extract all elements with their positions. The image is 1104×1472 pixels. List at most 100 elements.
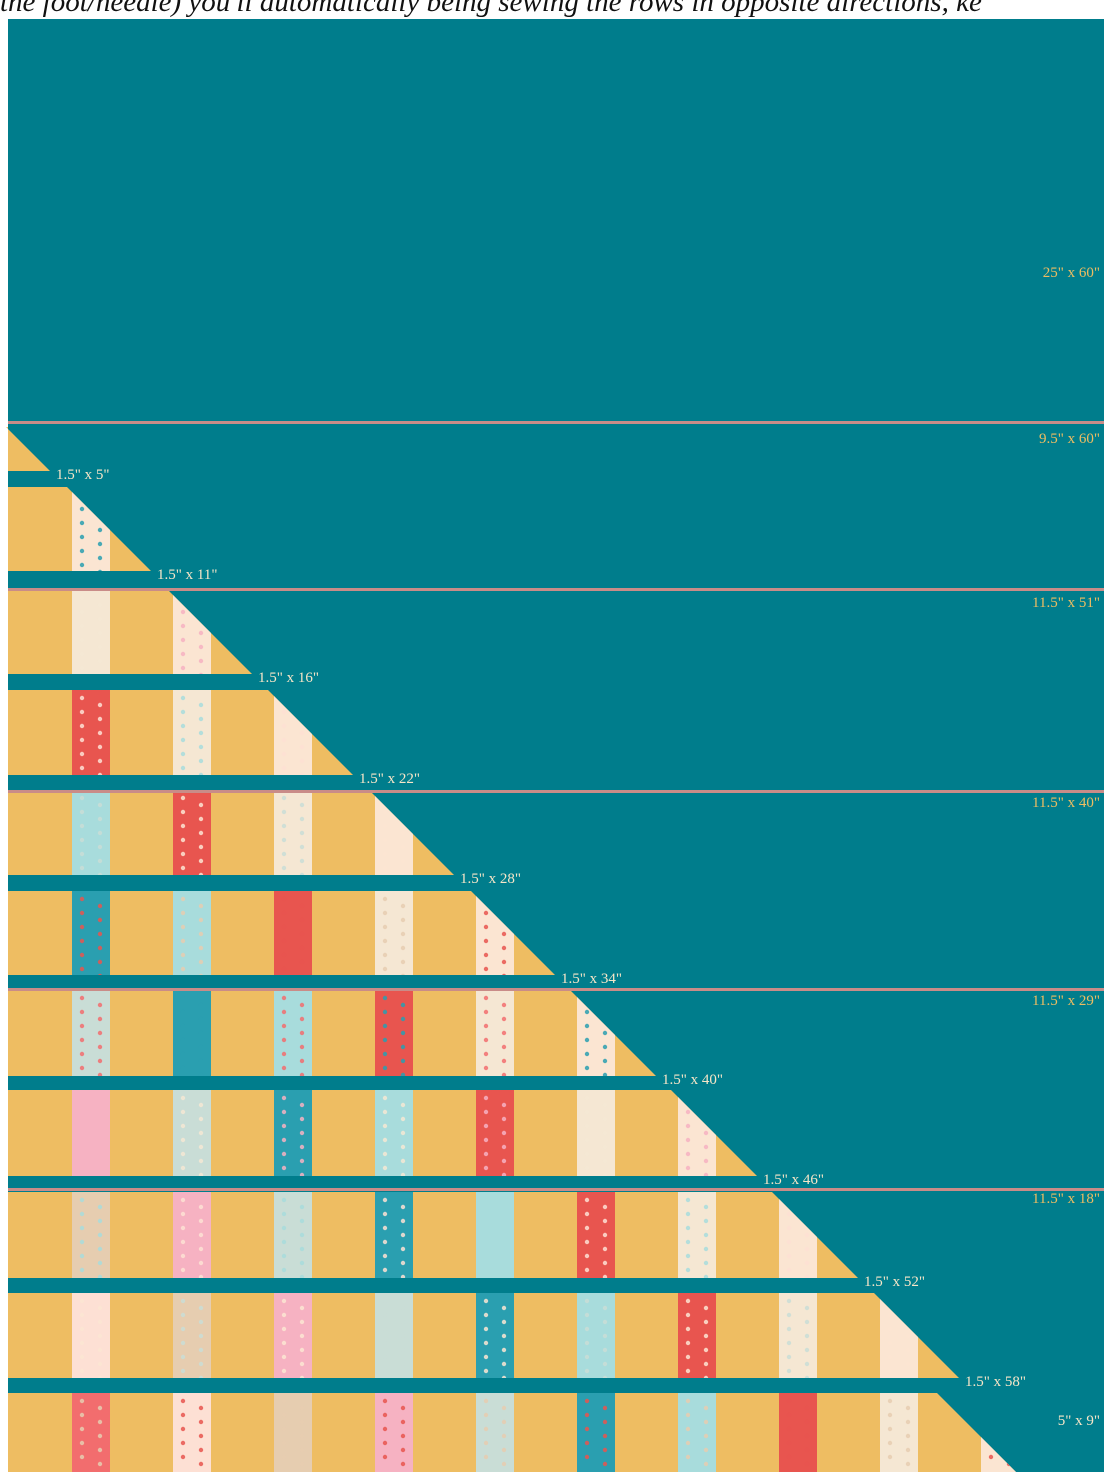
print-dot (180, 1109, 186, 1115)
panel-5-label: 11.5" x 18" (1032, 1191, 1100, 1207)
print-dot (786, 1225, 792, 1231)
print-dot (887, 1368, 893, 1374)
print-dot (382, 896, 388, 902)
print-dot (180, 695, 186, 701)
print-dot (281, 1109, 287, 1115)
print-dot (685, 1197, 691, 1203)
print-dot (584, 1037, 590, 1043)
print-dot (299, 1319, 305, 1325)
print-dot (905, 1405, 911, 1411)
print-dot (501, 1246, 507, 1252)
print-dot (400, 830, 406, 836)
print-dot (501, 1274, 507, 1278)
print-strip (577, 1293, 615, 1378)
print-dot (281, 1095, 287, 1101)
print-dot (804, 1319, 810, 1325)
print-dot (97, 1102, 103, 1108)
print-dot (400, 1102, 406, 1108)
print-dot (97, 1072, 103, 1076)
print-dot (602, 1172, 608, 1176)
print-dot (483, 1009, 489, 1015)
print-dot (198, 1419, 204, 1425)
print-strip (779, 1393, 817, 1472)
print-dot (180, 952, 186, 958)
print-dot (79, 910, 85, 916)
print-dot (79, 1197, 85, 1203)
print-dot (483, 1440, 489, 1446)
print-dot (79, 534, 85, 540)
row-size-label: 1.5" x 28" (460, 871, 521, 887)
print-dot (79, 795, 85, 801)
print-dot (180, 1426, 186, 1432)
print-dot (887, 1454, 893, 1460)
print-dot (79, 1312, 85, 1318)
print-dot (281, 837, 287, 843)
print-dot (804, 1405, 810, 1411)
print-dot (501, 1044, 507, 1050)
print-dot (400, 1072, 406, 1076)
row-size-label: 1.5" x 58" (965, 1374, 1026, 1390)
print-dot (400, 1246, 406, 1252)
print-dot (180, 995, 186, 1001)
print-dot (79, 609, 85, 615)
print-strip (577, 1192, 615, 1278)
print-dot (501, 1218, 507, 1224)
print-dot (198, 744, 204, 750)
print-dot (400, 1405, 406, 1411)
print-dot (198, 1232, 204, 1238)
print-dot (79, 938, 85, 944)
print-dot (685, 1225, 691, 1231)
print-dot (501, 959, 507, 965)
print-dot (685, 1239, 691, 1245)
print-dot (584, 1225, 590, 1231)
print-dot (400, 1204, 406, 1210)
print-dot (501, 1030, 507, 1036)
print-dot (198, 758, 204, 764)
print-dot (299, 1305, 305, 1311)
print-dot (79, 1368, 85, 1374)
print-dot (685, 1109, 691, 1115)
print-dot (198, 730, 204, 736)
print-dot (299, 1361, 305, 1367)
print-dot (180, 1454, 186, 1460)
print-strip (476, 1393, 514, 1472)
print-dot (501, 1447, 507, 1453)
print-dot (180, 1253, 186, 1259)
print-dot (400, 1158, 406, 1164)
print-dot (887, 1412, 893, 1418)
print-dot (180, 765, 186, 771)
print-dot (299, 931, 305, 937)
print-dot (79, 548, 85, 554)
print-dot (79, 709, 85, 715)
print-dot (703, 1130, 709, 1136)
print-strip (274, 1090, 312, 1176)
print-dot (804, 1274, 810, 1278)
print-dot (281, 1368, 287, 1374)
print-dot (79, 506, 85, 512)
print-dot (180, 637, 186, 643)
print-strip (173, 790, 211, 875)
print-dot (281, 709, 287, 715)
print-dot (281, 1197, 287, 1203)
print-dot (281, 1165, 287, 1171)
print-dot (180, 1312, 186, 1318)
print-dot (97, 1246, 103, 1252)
print-dot (299, 1433, 305, 1439)
print-dot (483, 1051, 489, 1057)
print-dot (198, 1116, 204, 1122)
print-dot (299, 730, 305, 736)
print-dot (703, 1144, 709, 1150)
print-dot (602, 1375, 608, 1378)
print-dot (703, 1319, 709, 1325)
print-dot (299, 744, 305, 750)
print-dot (299, 1375, 305, 1378)
print-dot (685, 1440, 691, 1446)
print-strip (274, 990, 312, 1076)
print-dot (180, 938, 186, 944)
print-dot (483, 1368, 489, 1374)
print-dot (281, 1312, 287, 1318)
print-dot (685, 1137, 691, 1143)
print-dot (483, 1165, 489, 1171)
print-dot (400, 903, 406, 909)
row-size-label: 1.5" x 5" (56, 467, 110, 483)
